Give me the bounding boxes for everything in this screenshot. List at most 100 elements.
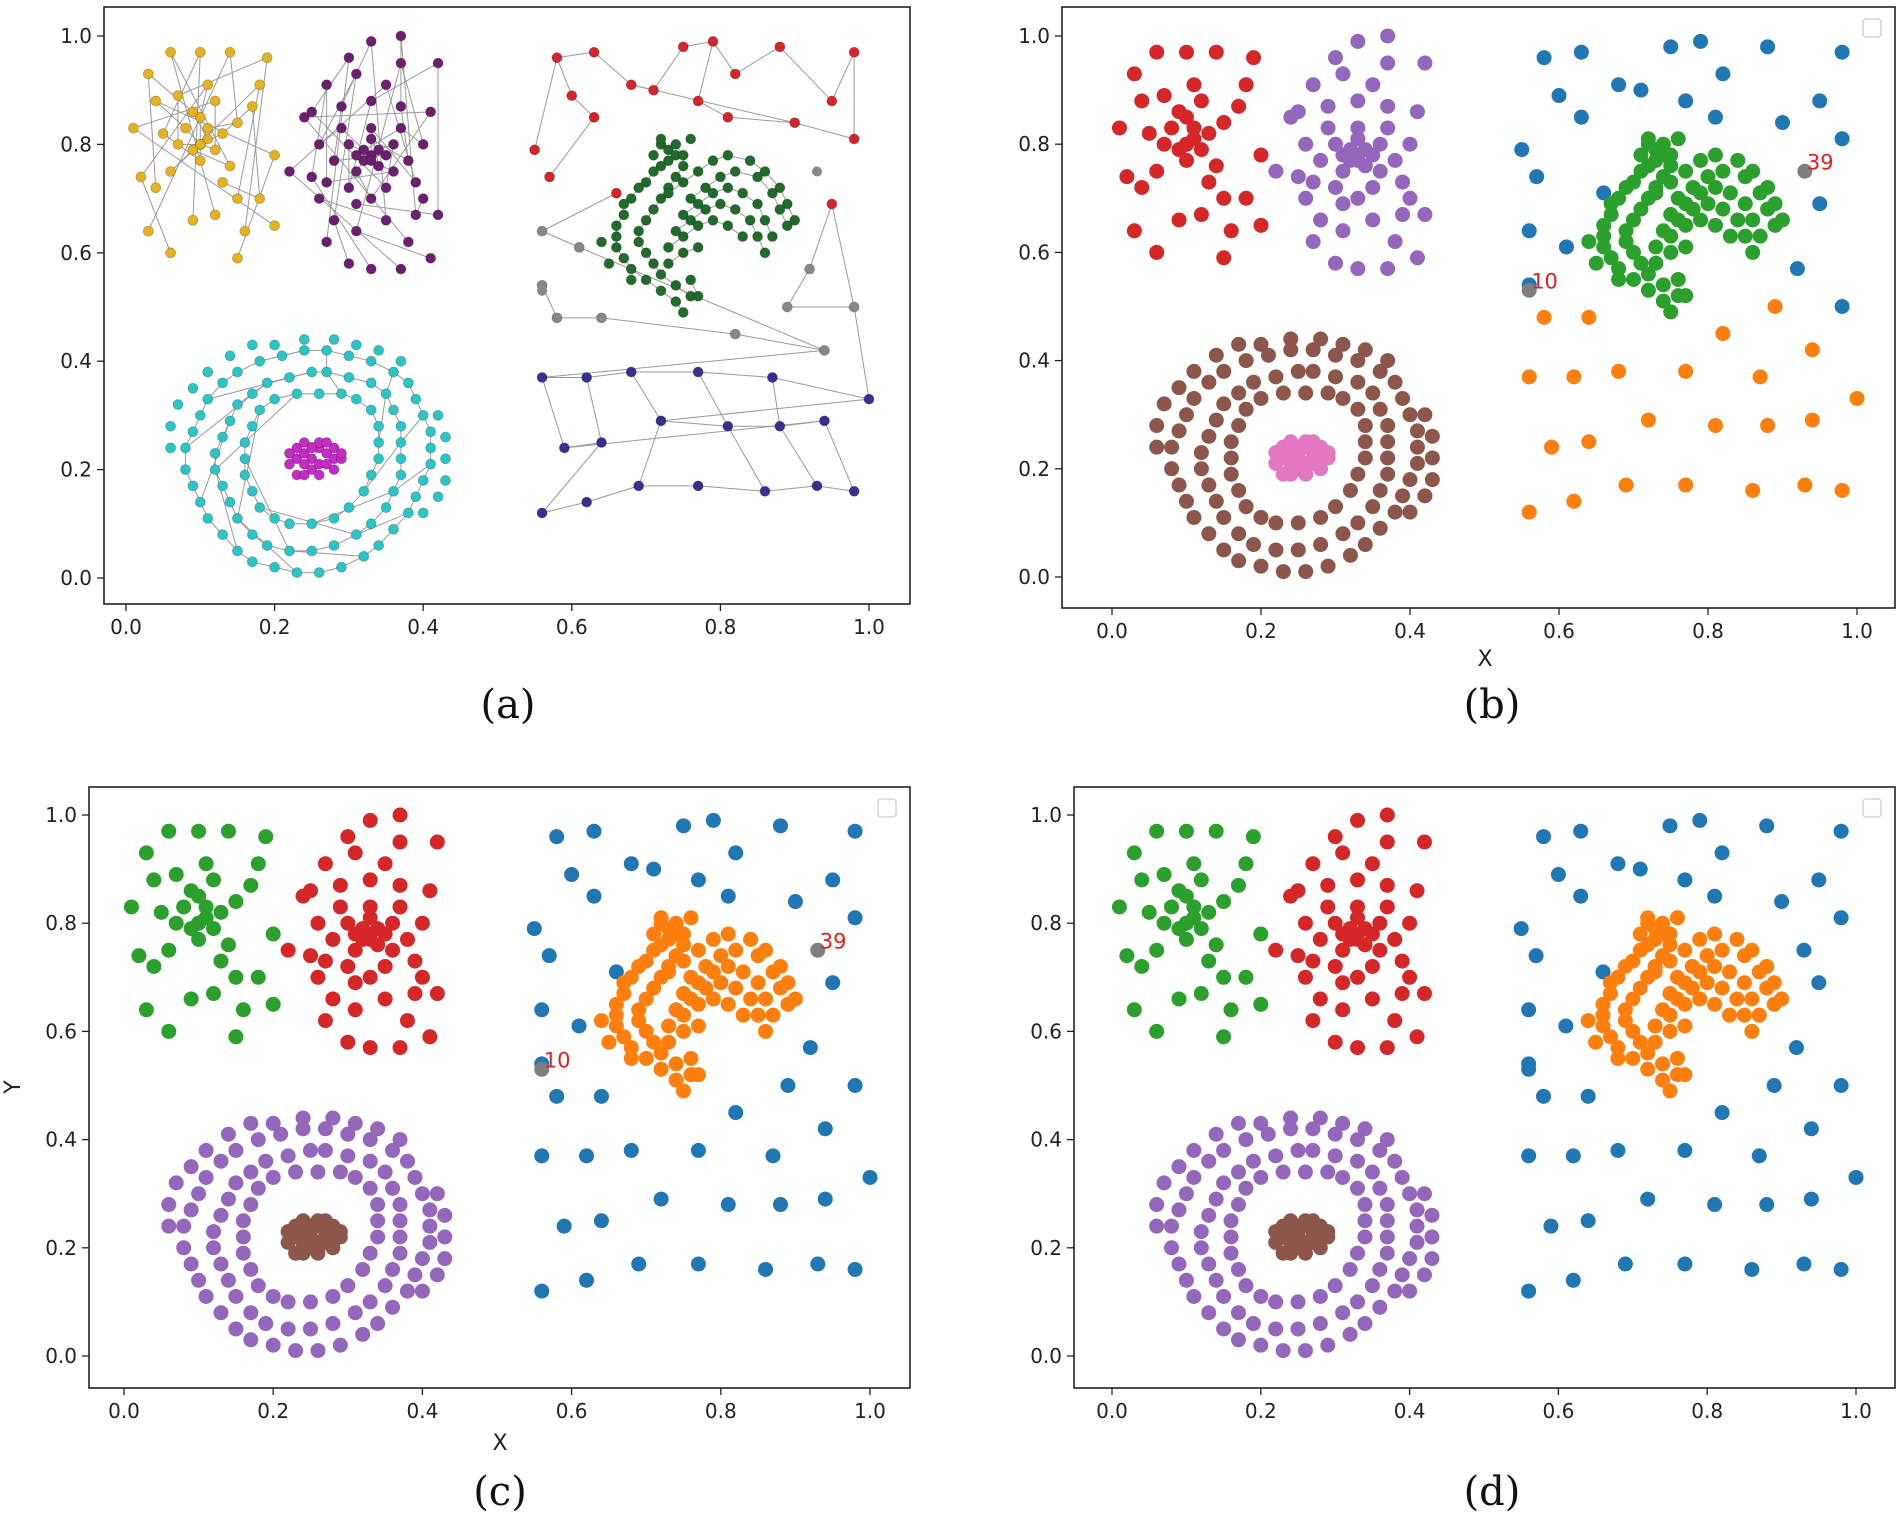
data-point-B — [1298, 136, 1314, 152]
data-point-C — [787, 894, 803, 910]
data-point-C — [1566, 369, 1582, 385]
data-point-D — [1632, 926, 1648, 942]
data-point-B — [365, 133, 377, 145]
data-point-B — [1364, 926, 1380, 942]
data-point-E — [217, 431, 228, 443]
data-point-A — [232, 252, 243, 264]
data-point-E — [395, 469, 407, 481]
data-point-D — [705, 991, 721, 1007]
data-point-B — [402, 236, 414, 248]
data-point-E — [365, 355, 377, 367]
data-point-B — [1365, 77, 1381, 93]
data-point-E — [176, 1240, 192, 1256]
data-point-E — [303, 1142, 318, 1158]
data-point-C — [810, 1256, 826, 1272]
data-point-E — [313, 388, 325, 400]
data-point-E — [1230, 1261, 1246, 1277]
x-tick-label: 0.4 — [406, 1399, 438, 1423]
data-point-D — [1633, 255, 1649, 271]
data-point-E — [1395, 488, 1411, 504]
data-point-E — [1238, 1180, 1254, 1196]
data-point-B — [1350, 120, 1366, 136]
data-point-B — [1350, 261, 1366, 277]
data-point-E — [1208, 412, 1224, 428]
data-point-E — [280, 1148, 296, 1164]
data-point-B — [1387, 152, 1403, 168]
data-point-C — [534, 1283, 550, 1299]
data-point-B — [1297, 969, 1313, 985]
data-point-E — [258, 1316, 274, 1332]
data-point-E — [1283, 1121, 1299, 1137]
data-point-E — [1312, 1288, 1328, 1304]
data-point-A — [232, 117, 243, 129]
data-point-D — [1662, 1083, 1678, 1099]
data-point-E — [1268, 369, 1284, 385]
data-point-D — [608, 1007, 624, 1023]
data-point-F — [291, 442, 303, 454]
data-point-D — [1663, 147, 1679, 163]
data-point-C — [1580, 1088, 1596, 1104]
data-point-C — [1536, 1088, 1552, 1104]
data-point-E — [1283, 342, 1299, 358]
data-point-C — [1521, 369, 1537, 385]
data-point-D — [728, 980, 744, 996]
data-point-B — [1327, 958, 1343, 974]
data-point-E — [1365, 385, 1381, 401]
data-point-A — [261, 52, 273, 64]
data-point-C — [646, 861, 662, 877]
data-point-E — [336, 388, 347, 400]
data-point-E — [1409, 439, 1425, 455]
data-point-E — [172, 399, 184, 410]
data-point-E — [1179, 407, 1194, 423]
data-point-D — [752, 198, 763, 210]
data-point-B — [1335, 845, 1351, 861]
data-point-C — [722, 111, 734, 123]
data-point-A — [150, 182, 162, 194]
data-point-D — [610, 220, 622, 232]
graph-edge — [586, 377, 603, 443]
data-point-D — [648, 204, 659, 215]
graph-edge — [214, 393, 298, 470]
data-point-A — [131, 948, 147, 964]
data-point-C — [588, 111, 600, 123]
data-point-E — [276, 350, 288, 362]
data-point-C — [1610, 1142, 1626, 1158]
data-point-E — [1424, 472, 1440, 488]
data-point-D — [750, 948, 766, 964]
data-point-D — [668, 1056, 684, 1072]
data-point-C — [1521, 1283, 1537, 1299]
data-point-E — [1424, 428, 1440, 444]
data-point-D — [729, 166, 741, 177]
data-point-D — [610, 241, 622, 253]
data-point-C — [529, 144, 541, 156]
data-point-E — [313, 567, 325, 578]
data-point-D — [685, 274, 697, 286]
data-point-C — [722, 420, 734, 432]
data-point-C — [534, 1002, 550, 1018]
data-point-E — [198, 1142, 214, 1158]
y-tick-label: 0.8 — [45, 911, 77, 935]
data-point-D — [1737, 169, 1753, 185]
data-point-F — [298, 458, 310, 470]
data-point-D — [1714, 942, 1730, 958]
data-point-E — [1231, 482, 1247, 498]
data-point-E — [395, 420, 407, 432]
graph-edge — [698, 371, 773, 378]
data-point-B — [1402, 136, 1418, 152]
graph-edge — [771, 377, 781, 427]
data-point-C — [1573, 44, 1589, 60]
data-point-B — [1379, 877, 1395, 893]
data-point-B — [425, 252, 437, 264]
data-point-A — [250, 969, 266, 985]
data-point-E — [243, 1115, 259, 1131]
data-point-D — [1588, 1034, 1604, 1050]
data-point-E — [310, 1343, 326, 1359]
data-point-E — [1193, 461, 1209, 477]
data-point-D — [1700, 196, 1716, 212]
data-point-E — [1186, 363, 1202, 379]
data-point-E — [425, 458, 437, 470]
data-point-B — [392, 899, 408, 915]
data-point-E — [1372, 1142, 1388, 1158]
data-point-D — [692, 290, 704, 302]
data-point-D — [676, 1083, 691, 1099]
